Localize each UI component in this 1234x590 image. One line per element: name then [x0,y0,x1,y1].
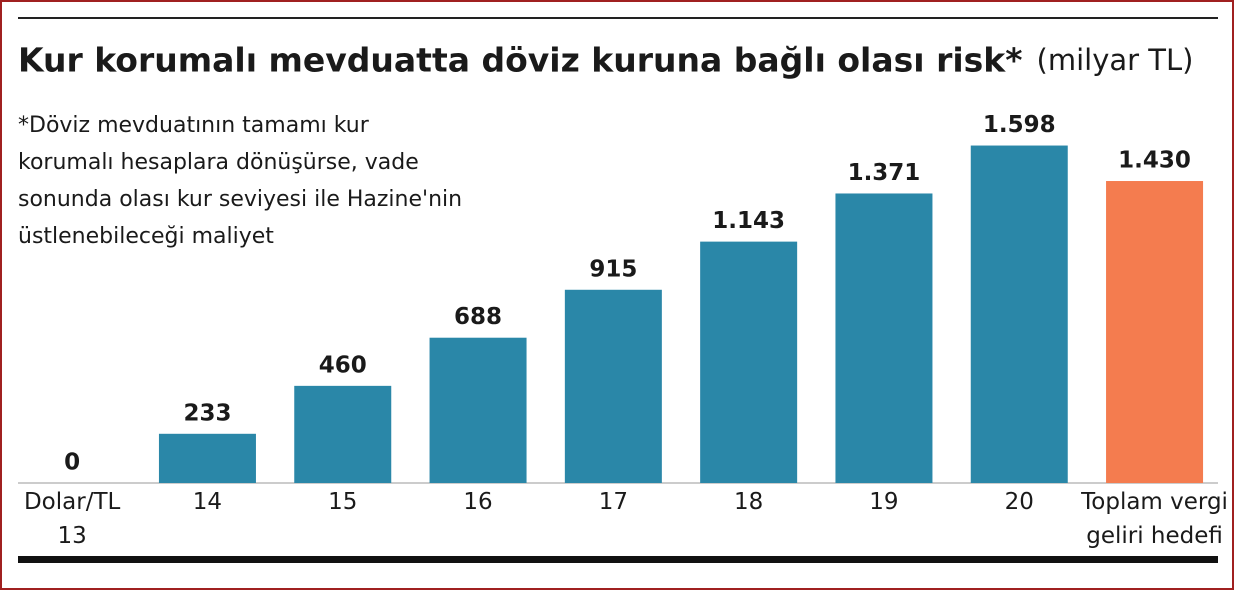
x-tick-label: Dolar/TL 13 [24,489,121,549]
bar [970,145,1068,484]
note-line: korumalı hesaplara dönüşürse, vade [18,150,419,175]
x-tick-label: 19 [869,489,898,515]
x-tick-label: 17 [599,489,628,515]
note-line: sonunda olası kur seviyesi ile Hazine'ni… [18,187,462,212]
value-label: 0 [64,450,80,476]
bar [700,241,798,483]
value-label: 688 [454,304,502,330]
x-tick-label: 15 [328,489,357,515]
x-tick-label: 18 [734,489,763,515]
bar [158,433,256,483]
chart-title: Kur korumalı mevduatta döviz kuruna bağl… [18,41,1023,80]
chart-subtitle: (milyar TL) [1037,43,1194,77]
x-tick-label: 14 [193,489,222,515]
value-label: 233 [183,400,231,426]
value-label: 915 [589,256,637,282]
bar [835,193,933,484]
bottom-rule [18,556,1218,563]
x-tick-label: Toplam vergi geliri hedefi [1080,489,1228,549]
bar [564,289,662,483]
value-label: 1.143 [712,208,785,234]
value-label: 1.371 [848,160,921,186]
value-label: 460 [319,352,367,378]
x-tick-label: 16 [463,489,492,515]
note-line: üstlenebileceği maliyet [18,224,274,249]
bar [1106,181,1204,484]
bar [429,337,527,483]
bar [294,385,392,483]
value-label: 1.598 [983,112,1056,138]
note-line: *Döviz mevduatının tamamı kur [18,113,370,138]
x-tick-label: 20 [1005,489,1034,515]
value-label: 1.430 [1118,148,1191,174]
